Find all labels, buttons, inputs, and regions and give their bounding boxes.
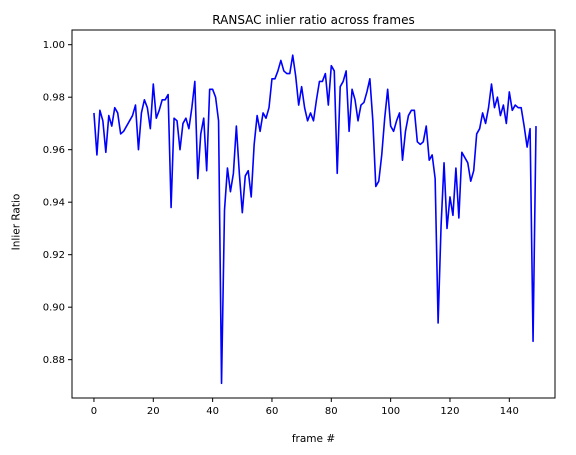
y-tick-label: 0.98 xyxy=(43,93,65,104)
x-tick-label: 100 xyxy=(381,406,400,417)
y-tick-label: 0.96 xyxy=(43,145,65,156)
plot-frame xyxy=(71,29,556,399)
x-tick-label: 20 xyxy=(147,406,160,417)
x-axis-label: frame # xyxy=(292,433,335,445)
y-axis-label: Inlier Ratio xyxy=(11,194,23,251)
x-tick-label: 80 xyxy=(325,406,338,417)
chart-title: RANSAC inlier ratio across frames xyxy=(212,13,414,27)
y-tick-label: 0.88 xyxy=(43,355,65,366)
x-tick-label: 60 xyxy=(266,406,279,417)
series-line xyxy=(93,54,537,385)
y-tick-label: 0.90 xyxy=(43,303,65,314)
series-layer xyxy=(93,54,537,385)
y-tick-label: 0.94 xyxy=(43,198,65,209)
y-tick-label: 0.92 xyxy=(43,250,65,261)
y-axis-ticks: 0.88 0.90 0.92 0.94 0.96 0.98 1.00 xyxy=(43,40,72,366)
plot-area xyxy=(72,30,555,398)
x-tick-label: 40 xyxy=(206,406,219,417)
x-tick-label: 140 xyxy=(500,406,519,417)
x-tick-label: 0 xyxy=(91,406,97,417)
x-axis-ticks: 0 20 40 60 80 100 120 140 xyxy=(91,398,519,417)
y-tick-label: 1.00 xyxy=(43,40,65,51)
x-tick-label: 120 xyxy=(440,406,459,417)
